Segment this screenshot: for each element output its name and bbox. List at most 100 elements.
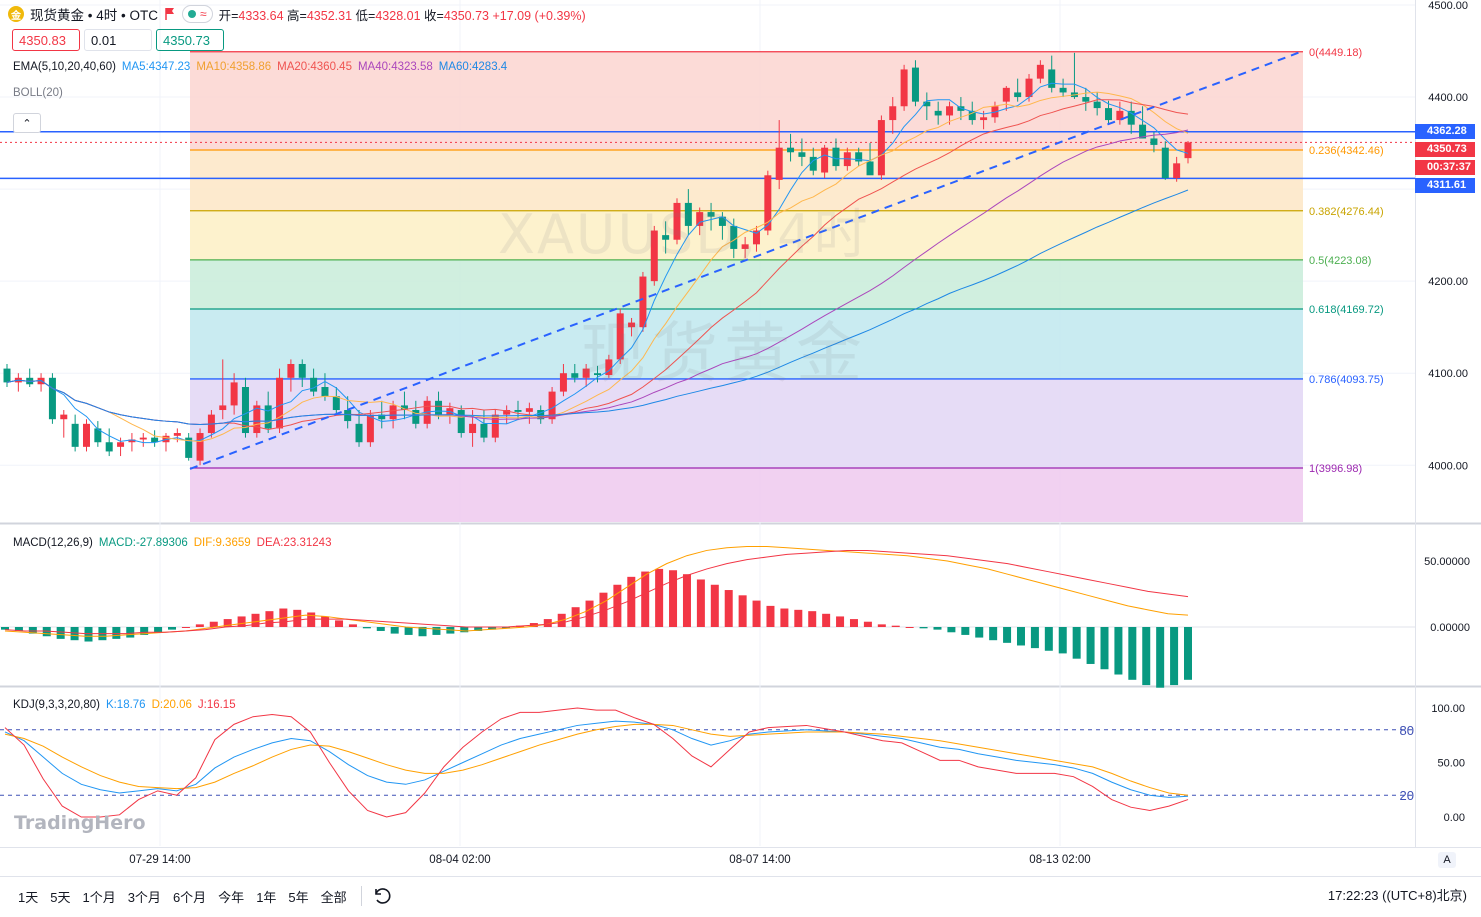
candle-body — [1002, 87, 1010, 102]
range-1m[interactable]: 1个月 — [82, 889, 116, 905]
macd-histogram-bar — [905, 627, 914, 628]
candle-body — [230, 382, 238, 406]
range-1y[interactable]: 1年 — [256, 889, 277, 905]
range-3m[interactable]: 3个月 — [127, 889, 161, 905]
candle-body — [1161, 147, 1169, 179]
candle-body — [151, 437, 159, 443]
macd-histogram-bar — [1114, 627, 1123, 675]
ema-legend[interactable]: EMA(5,10,20,40,60) MA5:4347.23 MA10:4358.8… — [13, 61, 513, 73]
candle-body — [1139, 124, 1147, 139]
macd-histogram-bar — [1086, 627, 1095, 664]
macd-histogram-bar — [418, 627, 427, 637]
macd-histogram-bar — [126, 627, 135, 638]
macd-histogram-bar — [168, 627, 177, 630]
candle-body — [491, 414, 499, 438]
candle-body — [344, 410, 352, 422]
macd-histogram-bar — [390, 627, 399, 634]
ma60-line — [6, 189, 1189, 426]
symbol-title[interactable]: 现货黄金 • 4时 • OTC — [30, 8, 158, 23]
sell-button[interactable]: 4350.83 — [12, 29, 80, 51]
ma5-value: MA5:4347.23 — [121, 61, 191, 73]
macd-histogram-bar — [376, 627, 385, 631]
macd-histogram-bar — [307, 612, 316, 627]
clock-timezone[interactable]: 17:22:23 ((UTC+8)北京) — [1327, 888, 1467, 903]
candle-body — [525, 408, 533, 412]
candle-body — [1036, 64, 1044, 79]
candle-body — [185, 437, 193, 458]
macd-histogram-bar — [780, 608, 789, 627]
macd-histogram-bar — [877, 624, 886, 627]
candle-body — [571, 373, 579, 378]
brand-watermark: TradingHero — [14, 812, 146, 834]
kdj-level-label: 80 — [1400, 723, 1414, 738]
candle-body — [1048, 69, 1056, 88]
quantity-input[interactable]: 0.01 — [84, 29, 152, 51]
macd-histogram-bar — [265, 611, 274, 627]
kdj-legend[interactable]: KDJ(9,3,3,20,80) K:18.76 D:20.06 J:16.15 — [13, 699, 242, 711]
candle-body — [900, 69, 908, 107]
range-5d[interactable]: 5天 — [50, 889, 71, 905]
ma40-value: MA40:4323.58 — [357, 61, 433, 73]
macd-histogram-bar — [947, 627, 956, 633]
candle-body — [537, 410, 545, 420]
flag-icon[interactable] — [164, 7, 176, 21]
low-value: 4328.01 — [375, 8, 421, 23]
kdj-axis-label: 100.00 — [1431, 703, 1465, 715]
replay-icon[interactable] — [372, 886, 392, 906]
candle-body — [480, 423, 488, 438]
macd-histogram-bar — [502, 627, 511, 629]
range-5y[interactable]: 5年 — [288, 889, 309, 905]
candle-body — [310, 377, 318, 392]
macd-histogram-bar — [293, 609, 302, 627]
macd-label: MACD(12,26,9) — [13, 537, 93, 549]
bar-countdown: 00:37:37 — [1415, 160, 1475, 175]
macd-histogram-bar — [1003, 627, 1012, 643]
lower-line-price-tag[interactable]: 4311.61 — [1415, 178, 1475, 193]
candle-body — [821, 147, 829, 173]
macd-histogram-bar — [863, 621, 872, 627]
macd-histogram-bar — [195, 624, 204, 627]
range-ytd[interactable]: 今年 — [218, 889, 245, 905]
boll-legend[interactable]: BOLL(20) — [13, 87, 63, 99]
chevron-up-icon: ⌃ — [22, 117, 32, 130]
candle-body — [877, 120, 885, 176]
macd-legend[interactable]: MACD(12,26,9) MACD:-27.89306 DIF:9.3659 DEA… — [13, 537, 337, 549]
candle-body — [48, 377, 56, 420]
candle-body — [264, 405, 272, 429]
upper-line-price-tag[interactable]: 4362.28 — [1415, 124, 1475, 139]
candle-body — [548, 391, 556, 420]
candle-body — [332, 396, 340, 411]
macd-histogram-bar — [362, 627, 371, 629]
price-axis-label: 4100.00 — [1428, 368, 1468, 380]
kdj-j-line — [4, 707, 1189, 818]
ma10-line — [6, 91, 1189, 443]
buy-button[interactable]: 4350.73 — [156, 29, 224, 51]
range-6m[interactable]: 6个月 — [172, 889, 207, 905]
candle-body — [378, 414, 386, 420]
range-all[interactable]: 全部 — [320, 889, 347, 905]
candle-body — [139, 437, 147, 440]
market-open-dot — [187, 10, 196, 18]
fib-zone — [190, 210, 1303, 260]
candle-body — [718, 216, 726, 226]
macd-histogram-bar — [975, 627, 984, 638]
auto-scale-button[interactable]: A — [1438, 852, 1456, 868]
kdj-label: KDJ(9,3,3,20,80) — [13, 699, 100, 711]
price-axis-label: 4000.00 — [1428, 460, 1468, 472]
toolbar-divider — [360, 886, 362, 906]
macd-histogram-bar — [1100, 627, 1109, 670]
fib-level-label: 0.5(4223.08) — [1309, 255, 1371, 267]
macd-histogram-bar — [961, 627, 970, 635]
collapse-legend-button[interactable]: ⌃ — [13, 113, 41, 133]
ma60-value: MA60:4283.4 — [438, 61, 508, 73]
market-status-pill[interactable]: ≈ — [181, 5, 213, 23]
fib-level-label: 0(4449.18) — [1309, 47, 1362, 59]
dif-value: DIF:9.3659 — [193, 537, 251, 549]
range-1d[interactable]: 1天 — [18, 889, 39, 905]
candle-body — [1127, 110, 1135, 125]
macd-histogram-bar — [655, 568, 664, 627]
macd-histogram-bar — [696, 579, 705, 627]
candle-body — [1059, 87, 1067, 93]
